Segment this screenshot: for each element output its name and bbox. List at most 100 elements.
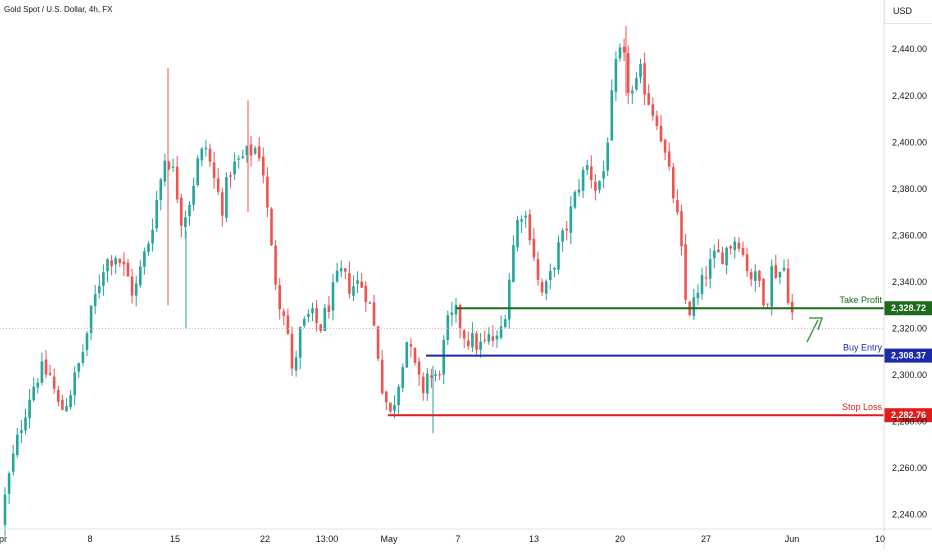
candle-body: [298, 327, 302, 358]
candle-body: [401, 367, 404, 388]
candle-body: [282, 311, 286, 316]
candle-body: [663, 139, 667, 153]
candle-body: [549, 270, 552, 280]
candle-body: [536, 259, 540, 280]
candle-body: [598, 180, 601, 190]
candle-body: [725, 247, 728, 266]
candle-body: [508, 279, 511, 320]
arrow-shaft: [806, 319, 819, 343]
candle-body: [544, 281, 548, 294]
candle-body: [208, 148, 212, 162]
candle-body: [659, 125, 663, 142]
candle-body: [171, 166, 175, 168]
x-tick-label: 7: [455, 534, 460, 544]
x-tick-label: May: [380, 534, 398, 544]
candle-body: [40, 361, 44, 383]
candle-body: [233, 161, 236, 175]
level-label: Buy Entry: [843, 343, 883, 353]
candle-body: [442, 339, 445, 375]
candle-body: [122, 261, 126, 265]
candle-body: [606, 142, 609, 171]
candle-body: [48, 372, 52, 375]
candle-body: [684, 244, 687, 300]
candle-body: [610, 90, 614, 141]
candle-body: [360, 281, 363, 288]
candle-body: [676, 200, 679, 213]
candle-body: [635, 78, 638, 90]
level-label: Take Profit: [839, 295, 882, 305]
candle-body: [774, 265, 778, 278]
candle-body: [758, 270, 761, 281]
candle-body: [421, 376, 425, 394]
candle-body: [229, 175, 232, 177]
candle-body: [110, 260, 113, 267]
candle-body: [278, 285, 281, 310]
currency-selector[interactable]: USD: [884, 0, 932, 24]
candle-body: [200, 148, 204, 161]
candle-body: [471, 333, 474, 348]
candle-body: [655, 115, 659, 126]
candle-body: [274, 245, 277, 285]
level-price-label: 2,282.76: [891, 410, 926, 420]
y-tick-label: 2,340.00: [892, 277, 927, 287]
candle-body: [7, 473, 11, 494]
candle-body: [98, 286, 101, 294]
y-tick-label: 2,260.00: [892, 463, 927, 473]
candle-body: [221, 192, 224, 216]
candle-body: [85, 333, 89, 350]
candle-body: [631, 90, 634, 94]
candle-body: [114, 258, 117, 265]
candle-body: [69, 395, 72, 408]
candle-body: [577, 189, 581, 193]
candle-body: [692, 297, 696, 316]
x-tick-label: Jun: [785, 534, 800, 544]
x-tick-label: 27: [701, 534, 711, 544]
candle-body: [77, 362, 81, 372]
candle-body: [762, 278, 765, 306]
candle-body: [44, 359, 48, 375]
level-price-label: 2,328.72: [891, 303, 926, 313]
x-tick-label: 8: [87, 534, 92, 544]
candle-body: [307, 313, 310, 317]
candle-body: [426, 373, 429, 394]
candle-body: [680, 211, 683, 247]
candle-body: [766, 303, 769, 305]
candles-layer: [3, 25, 794, 537]
candle-body: [540, 282, 544, 293]
candle-body: [118, 258, 122, 264]
candle-body: [573, 191, 577, 208]
candle-body: [245, 145, 249, 156]
candle-body: [163, 160, 167, 182]
candle-body: [364, 285, 368, 303]
candle-body: [614, 59, 618, 92]
candle-body: [155, 199, 158, 229]
candle-body: [786, 268, 790, 303]
candle-body: [729, 246, 732, 249]
candle-body: [188, 204, 191, 217]
candle-body: [159, 179, 163, 201]
candle-body: [11, 453, 15, 472]
candle-body: [368, 302, 372, 304]
candle-body: [28, 399, 31, 419]
candle-body: [520, 219, 523, 222]
candle-body: [36, 382, 40, 388]
candle-body: [24, 417, 27, 431]
candle-body: [102, 272, 105, 286]
candle-body: [180, 197, 183, 226]
candle-body: [651, 104, 655, 116]
candle-body: [93, 294, 97, 307]
candle-body: [372, 302, 376, 326]
candle-body: [454, 304, 458, 315]
candle-body: [721, 252, 724, 264]
candle-body: [704, 277, 708, 279]
currency-label: USD: [893, 6, 913, 16]
candle-body: [253, 148, 257, 154]
candle-body: [126, 262, 130, 277]
candle-body: [225, 177, 228, 218]
candle-body: [319, 324, 322, 332]
candle-body: [393, 404, 396, 411]
candle-body: [3, 494, 7, 525]
candle-body: [16, 434, 19, 456]
